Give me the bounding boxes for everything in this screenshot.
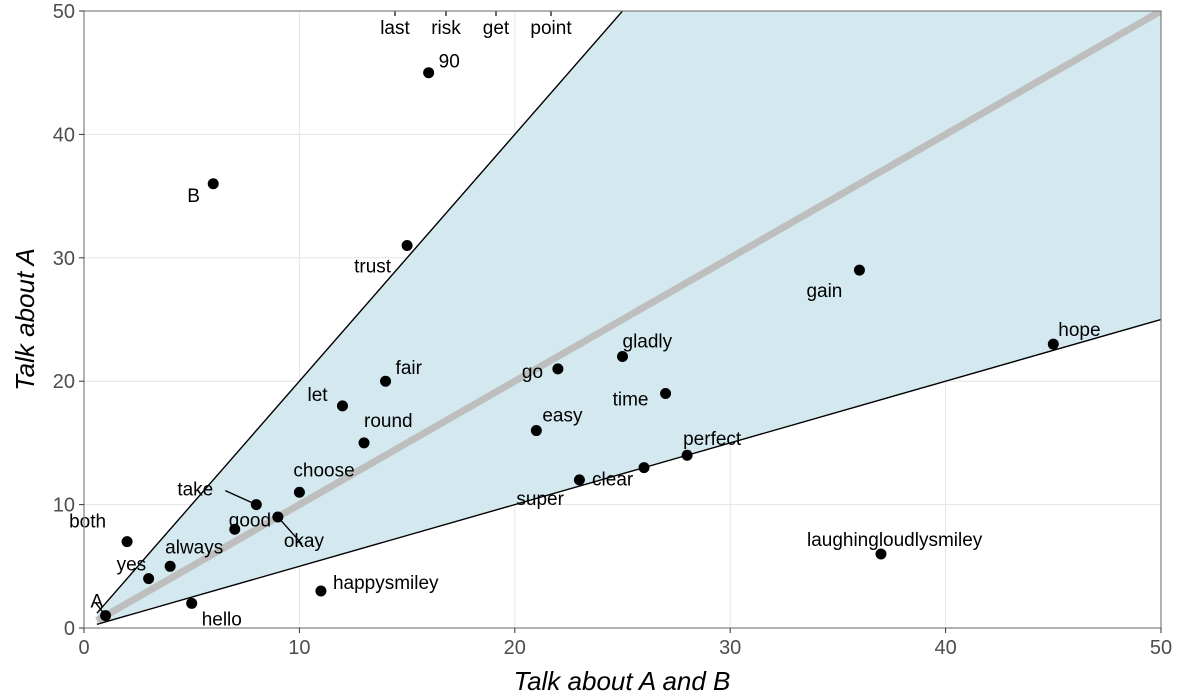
point-label-A: A (91, 592, 104, 613)
data-point-fair (380, 375, 392, 387)
data-point-laughingloudlysmiley (875, 548, 887, 560)
offscale-label-point: point (530, 18, 572, 39)
axes: 0 10 20 30 40 50 0 10 20 30 40 50 (53, 1, 1172, 659)
data-point-good (229, 523, 241, 535)
x-tick-label: 30 (719, 637, 741, 659)
data-point-let (336, 400, 348, 412)
point-label-super: super (516, 489, 564, 510)
point-label-hello: hello (202, 609, 242, 630)
data-point-gladly (617, 351, 628, 363)
x-tick-label: 40 (934, 637, 956, 659)
point-label-B: B (187, 186, 200, 207)
data-point-trust (401, 239, 413, 251)
y-tick-label: 40 (53, 124, 75, 146)
point-label-both: both (69, 512, 106, 533)
point-label-90: 90 (439, 52, 460, 73)
point-label-take: take (177, 480, 213, 501)
data-point-easy (530, 425, 542, 437)
point-label-hope: hope (1058, 320, 1100, 341)
point-label-yes: yes (117, 555, 147, 576)
data-point-both (121, 536, 133, 548)
upper-bound-line (96, 11, 624, 614)
data-point-gain (853, 264, 865, 276)
y-tick-label: 10 (53, 495, 75, 517)
point-label-round: round (364, 411, 413, 432)
data-point-time (660, 388, 672, 400)
data-point-hello (186, 597, 198, 609)
y-axis-title: Talk about A (10, 248, 40, 391)
data-point-90 (423, 67, 435, 79)
y-tick-label: 30 (53, 248, 75, 270)
data-point-go (552, 363, 564, 375)
data-point-always (164, 560, 176, 572)
label-leader-line (225, 489, 257, 506)
point-label-okay: okay (284, 531, 325, 552)
data-point-round (358, 437, 370, 449)
data-point-super (573, 474, 585, 486)
y-tick-label: 50 (53, 1, 75, 23)
point-label-gain: gain (806, 281, 842, 302)
data-point-happysmiley (315, 585, 327, 597)
point-label-perfect: perfect (683, 429, 742, 450)
x-tick-label: 0 (78, 637, 89, 659)
data-point-yes (143, 573, 155, 585)
label-leader-line (277, 516, 303, 545)
offscale-label-risk: risk (431, 18, 461, 39)
x-tick-label: 50 (1150, 637, 1172, 659)
plot-border (83, 10, 1162, 629)
data-point-perfect (681, 449, 693, 461)
offscale-label-get: get (483, 18, 510, 39)
point-label-laughingloudlysmiley: laughingloudlysmiley (807, 530, 983, 551)
point-label-clear: clear (592, 470, 634, 491)
point-label-gladly: gladly (623, 332, 673, 353)
point-label-choose: choose (293, 460, 354, 481)
x-tick-label: 20 (504, 637, 526, 659)
point-label-go: go (522, 362, 543, 383)
point-label-happysmiley: happysmiley (333, 573, 439, 594)
point-label-good: good (229, 510, 271, 531)
data-point-choose (293, 486, 305, 498)
point-label-always: always (165, 537, 223, 558)
data-point-hope (1047, 338, 1059, 350)
point-label-fair: fair (396, 358, 423, 379)
point-label-easy: easy (542, 406, 583, 427)
offscale-label-last: last (380, 18, 410, 39)
lower-bound-line (96, 318, 1161, 625)
y-tick-label: 0 (64, 618, 75, 640)
x-tick-label: 10 (288, 637, 310, 659)
x-axis-title: Talk about A and B (514, 666, 731, 696)
y-tick-label: 20 (53, 371, 75, 393)
point-label-time: time (613, 390, 649, 411)
data-point-clear (638, 462, 650, 474)
point-label-trust: trust (354, 256, 392, 277)
data-point-B (207, 178, 219, 190)
label-leader-line (94, 602, 107, 617)
point-label-let: let (307, 385, 328, 406)
